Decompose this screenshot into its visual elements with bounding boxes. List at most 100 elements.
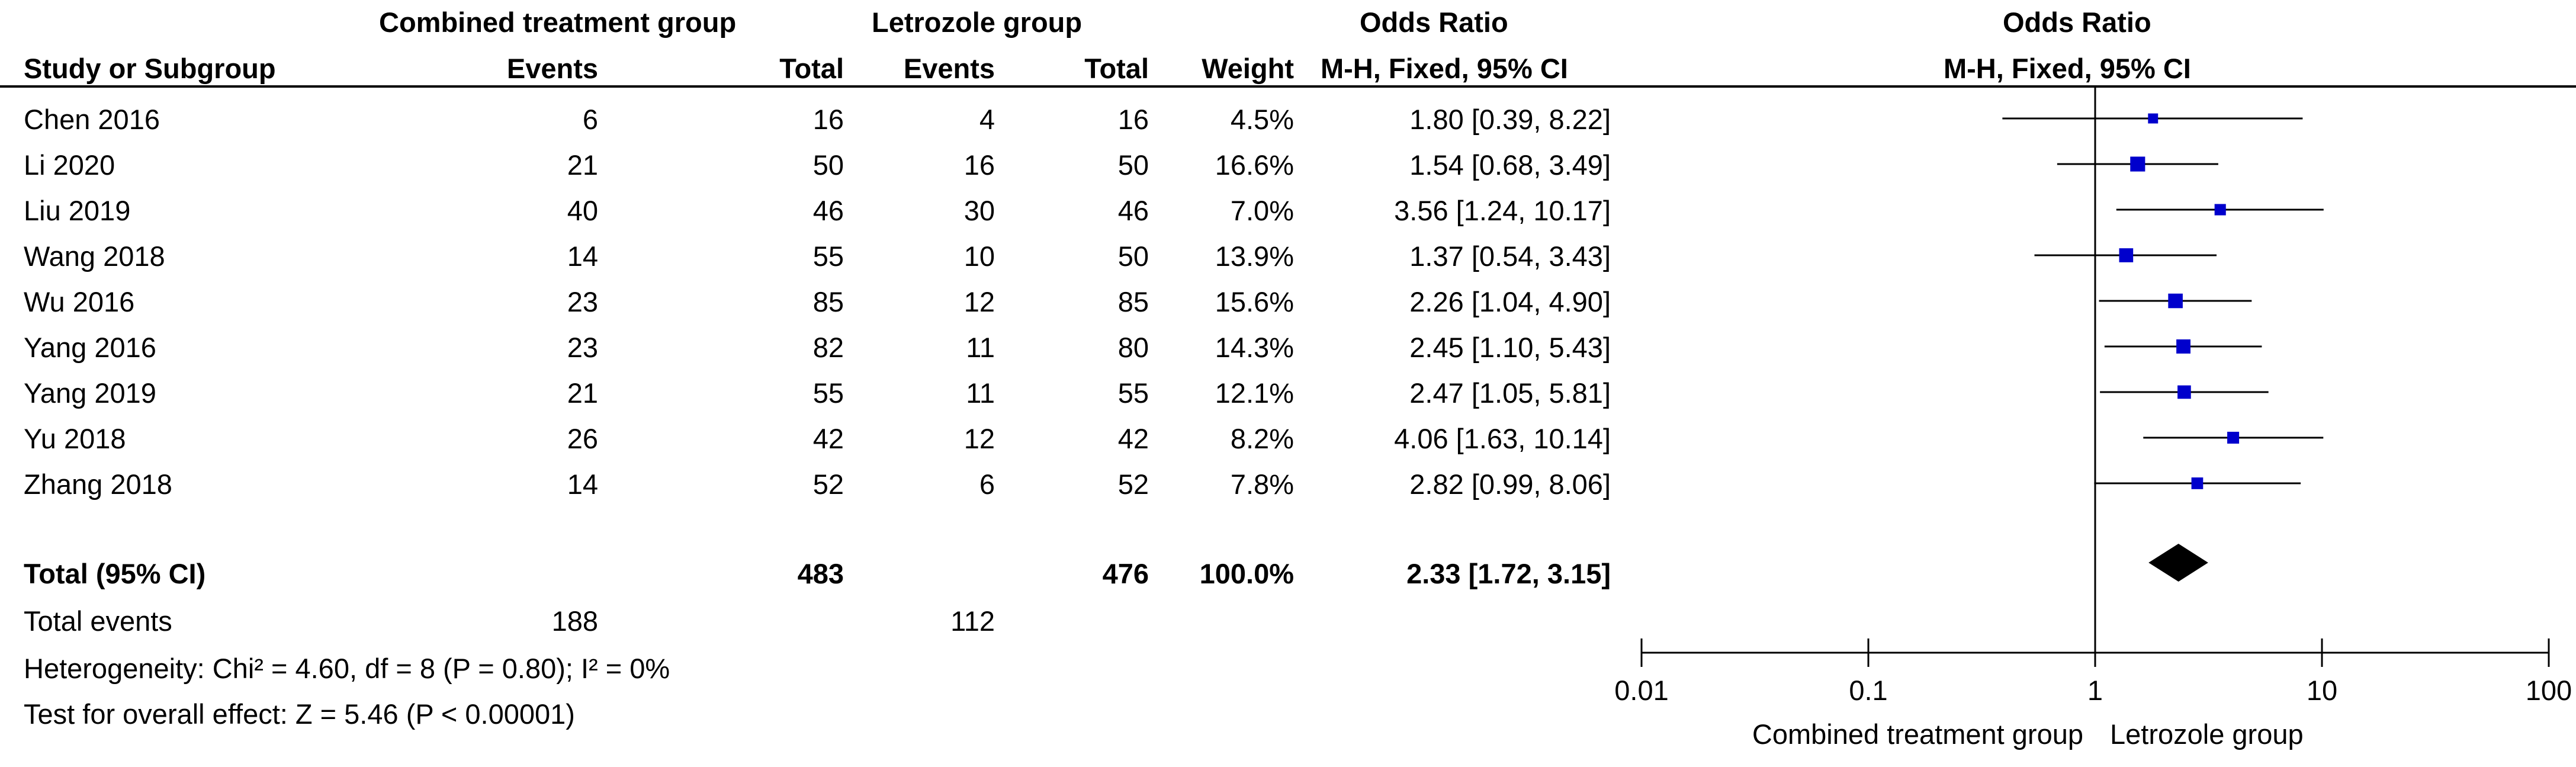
total1-cell: 55 [812, 377, 844, 409]
x-axis-tick-label: 10 [2307, 675, 2337, 706]
events1-column-header: Events [506, 53, 598, 84]
events1-cell: 23 [567, 286, 598, 317]
study-marker [2119, 248, 2134, 262]
odds-ratio-ci-cell: 3.56 [1.24, 10.17] [1394, 195, 1611, 226]
total2-cell: 476 [1102, 558, 1149, 589]
events1-cell: 6 [582, 104, 598, 135]
total-weight-cell: 100.0% [1199, 558, 1294, 589]
total2-cell: 85 [1117, 286, 1149, 317]
events1-cell: 21 [567, 377, 598, 409]
odds-ratio-plot-header: Odds Ratio [2003, 7, 2151, 38]
events2-cell: 11 [966, 332, 995, 363]
study-name: Chen 2016 [24, 104, 160, 135]
odds-ratio-table-header: Odds Ratio [1360, 7, 1508, 38]
study-name: Liu 2019 [24, 195, 131, 226]
total2-column-header: Total [1084, 53, 1149, 84]
events2-cell: 16 [963, 149, 995, 181]
odds-ratio-ci-cell: 4.06 [1.63, 10.14] [1394, 423, 1611, 454]
study-marker [2168, 293, 2183, 309]
events1-cell: 40 [567, 195, 598, 226]
pooled-diamond [2148, 544, 2208, 582]
events2-cell: 6 [979, 468, 995, 500]
events2-cell: 4 [979, 104, 995, 135]
total1-cell: 483 [797, 558, 844, 589]
study-name: Yang 2019 [24, 377, 156, 409]
overall-effect-text: Test for overall effect: Z = 5.46 (P < 0… [24, 698, 575, 730]
odds-ratio-ci-cell: 1.80 [0.39, 8.22] [1409, 104, 1611, 135]
study-marker [2214, 204, 2226, 216]
weight-cell: 7.0% [1230, 195, 1294, 226]
study-marker [2227, 431, 2240, 444]
study-marker [2177, 385, 2191, 399]
total2-cell: 50 [1117, 149, 1149, 181]
x-axis-tick-label: 100 [2526, 675, 2572, 706]
odds-ratio-ci-cell: 2.26 [1.04, 4.90] [1409, 286, 1611, 317]
study-name: Yang 2016 [24, 332, 156, 363]
weight-cell: 15.6% [1215, 286, 1294, 317]
total2-cell: 46 [1117, 195, 1149, 226]
weight-cell: 7.8% [1230, 468, 1294, 500]
events1-cell: 14 [567, 468, 598, 500]
events1-cell: 26 [567, 423, 598, 454]
odds-ratio-ci-cell: 1.37 [0.54, 3.43] [1409, 240, 1611, 272]
study-name: Zhang 2018 [24, 468, 172, 500]
heterogeneity-text: Heterogeneity: Chi² = 4.60, df = 8 (P = … [24, 653, 670, 684]
study-marker [2176, 339, 2190, 354]
study-name: Li 2020 [24, 149, 115, 181]
weight-cell: 13.9% [1215, 240, 1294, 272]
total-odds-ratio-ci-cell: 2.33 [1.72, 3.15] [1406, 558, 1611, 589]
combined-group-header: Combined treatment group [379, 7, 737, 38]
weight-column-header: Weight [1202, 53, 1294, 84]
events2-cell: 10 [963, 240, 995, 272]
study-name: Wang 2018 [24, 240, 165, 272]
total2-cell: 80 [1117, 332, 1149, 363]
method-plot-header: M-H, Fixed, 95% CI [1944, 53, 2191, 84]
method-table-header: M-H, Fixed, 95% CI [1321, 53, 1568, 84]
total1-cell: 85 [812, 286, 844, 317]
study-column-header: Study or Subgroup [24, 53, 276, 84]
weight-cell: 16.6% [1215, 149, 1294, 181]
weight-cell: 4.5% [1230, 104, 1294, 135]
x-axis-tick-label: 0.01 [1614, 675, 1668, 706]
events2-column-header: Events [903, 53, 995, 84]
total-events-label: Total events [24, 605, 172, 637]
total2-cell: 16 [1117, 104, 1149, 135]
x-axis-tick-label: 0.1 [1849, 675, 1887, 706]
study-marker [2148, 113, 2159, 124]
total2-cell: 55 [1117, 377, 1149, 409]
study-marker [2191, 477, 2204, 489]
odds-ratio-ci-cell: 2.47 [1.05, 5.81] [1409, 377, 1611, 409]
odds-ratio-ci-cell: 1.54 [0.68, 3.49] [1409, 149, 1611, 181]
letrozole-group-header: Letrozole group [872, 7, 1083, 38]
events1-cell: 14 [567, 240, 598, 272]
weight-cell: 12.1% [1215, 377, 1294, 409]
events2-cell: 30 [963, 195, 995, 226]
weight-cell: 8.2% [1230, 423, 1294, 454]
total1-cell: 42 [812, 423, 844, 454]
study-name: Wu 2016 [24, 286, 135, 317]
total-events2-cell: 112 [950, 605, 995, 637]
favours-right-label: Letrozole group [2110, 718, 2304, 750]
study-marker [2130, 156, 2145, 172]
header-rule [0, 85, 2576, 88]
total2-cell: 42 [1117, 423, 1149, 454]
total-label: Total (95% CI) [24, 558, 206, 589]
weight-cell: 14.3% [1215, 332, 1294, 363]
total1-cell: 16 [812, 104, 844, 135]
total-events1-cell: 188 [551, 605, 598, 637]
study-name: Yu 2018 [24, 423, 126, 454]
favours-left-label: Combined treatment group [1752, 718, 2083, 750]
total1-cell: 46 [812, 195, 844, 226]
total1-cell: 55 [812, 240, 844, 272]
odds-ratio-ci-cell: 2.82 [0.99, 8.06] [1409, 468, 1611, 500]
total1-cell: 82 [812, 332, 844, 363]
events2-cell: 12 [963, 286, 995, 317]
events1-cell: 21 [567, 149, 598, 181]
total2-cell: 52 [1117, 468, 1149, 500]
events2-cell: 11 [966, 377, 995, 409]
total2-cell: 50 [1117, 240, 1149, 272]
odds-ratio-ci-cell: 2.45 [1.10, 5.43] [1409, 332, 1611, 363]
events2-cell: 12 [963, 423, 995, 454]
total1-cell: 50 [812, 149, 844, 181]
